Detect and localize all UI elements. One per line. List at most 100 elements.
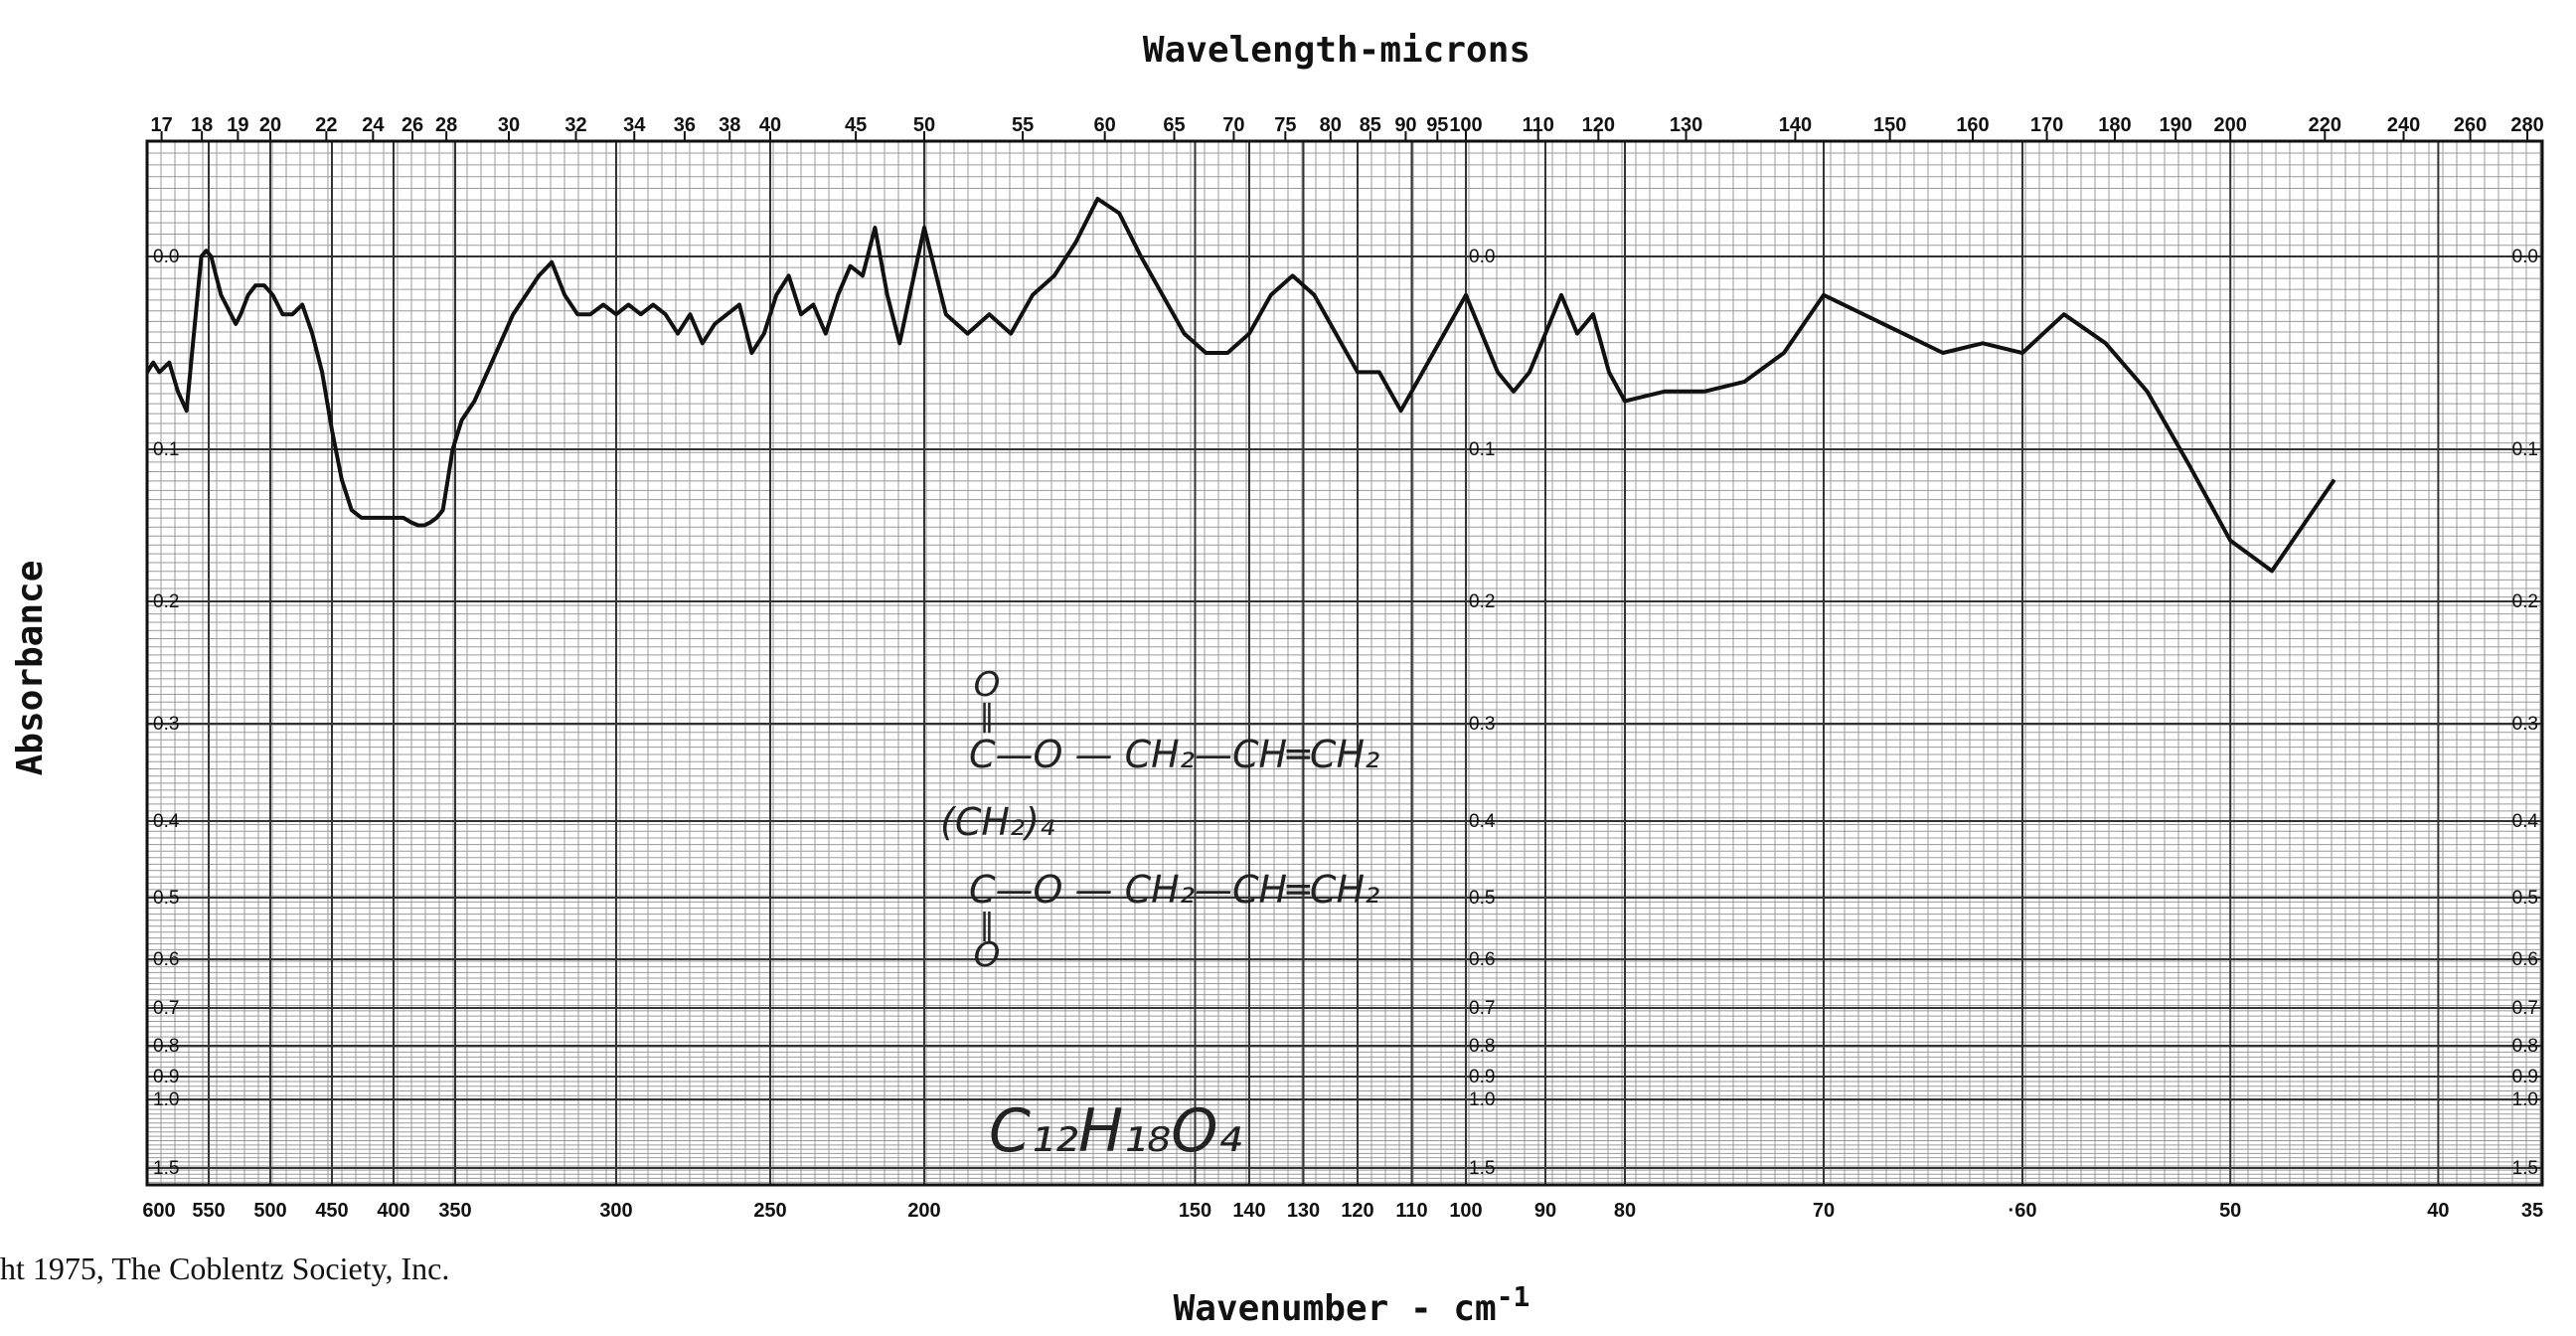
x-tick-label: 550 [192,1200,225,1222]
top-tick-label: 140 [1779,114,1812,136]
structure-double-bond-bottom: ‖ [980,908,995,942]
structure-row-2: (CH₂)₄ [940,800,1054,844]
top-tick-label: 18 [191,114,213,136]
y-tick-label: 0.5 [2512,888,2538,909]
top-tick-label: 95 [1426,114,1448,136]
x-tick-label: 50 [2219,1200,2241,1222]
y-tick-label: 1.5 [1469,1158,1495,1179]
y-tick-label: 0.3 [2512,714,2538,735]
top-axis-ticks: 17 18 19 20 22 24 26 28 30 32 34 36 38 40 45 50 55 60 65 70… [150,114,2544,141]
bottom-axis-ticks: 600 550 500 450 400 350 300 250 200 150 140 130 120 1… [142,1200,2543,1222]
top-axis-title: Wavelength-microns [1143,30,1530,71]
top-tick-label: 30 [498,114,520,136]
plot-frame [145,139,2544,1187]
top-tick-label: 60 [1094,114,1116,136]
y-tick-label: 0.3 [1469,714,1495,735]
y-tick-label: 1.0 [1469,1089,1495,1110]
y-tick-label: 0.1 [1469,439,1495,460]
top-tick-label: 22 [315,114,337,136]
x-tick-label: 80 [1614,1200,1636,1222]
top-tick-label: 28 [435,114,457,136]
y-tick-label: 0.9 [153,1067,179,1087]
y-tick-label: 0.7 [153,998,179,1019]
top-tick-label: 26 [402,114,423,136]
top-tick-label: 190 [2159,114,2191,136]
x-tick-label: 120 [1341,1200,1373,1222]
top-tick-label: 220 [2309,114,2341,136]
structure-row-1: C—O — CH₂—CH═CH₂ [969,733,1379,776]
x-tick-label: 450 [315,1200,348,1222]
top-tick-label: 160 [1956,114,1989,136]
x-tick-label: 110 [1395,1200,1427,1222]
top-tick-label: 24 [362,114,385,136]
y-tick-label: 0.6 [2512,949,2538,970]
structure-double-bond-top: ‖ [980,699,995,734]
x-tick-label: 350 [438,1200,471,1222]
x-tick-label: 100 [1449,1200,1482,1222]
y-tick-label: 0.2 [153,591,179,612]
y-tick-label: 0.8 [2512,1036,2538,1057]
y-tick-label: 0.0 [2512,247,2538,267]
y-axis-tick-labels: 0.0 0.0 0.0 0.1 0.1 0.1 0.2 0.2 0.2 0.3 0.3 0.3 0.4 0… [153,247,2538,1179]
y-tick-label: 0.4 [1469,811,1496,832]
x-tick-label: ·60 [2009,1200,2037,1222]
top-tick-label: 90 [1394,114,1416,136]
x-tick-label: 90 [1534,1200,1556,1222]
top-tick-label: 260 [2454,114,2487,136]
y-tick-label: 0.8 [153,1036,179,1057]
structure-row-3: C—O — CH₂—CH═CH₂ [969,868,1379,912]
y-tick-label: 0.9 [2512,1067,2538,1087]
top-tick-label: 17 [150,114,172,136]
y-tick-label: 0.7 [2512,998,2538,1019]
x-tick-label: 70 [1813,1200,1835,1222]
x-tick-label: 35 [2521,1200,2543,1222]
spectrum-line [145,197,2336,574]
top-tick-label: 40 [759,114,781,136]
top-tick-label: 130 [1670,114,1702,136]
top-tick-label: 45 [845,114,867,136]
x-tick-label: 130 [1287,1200,1320,1222]
x-tick-label: 200 [907,1200,940,1222]
x-tick-label: 400 [377,1200,409,1222]
y-tick-label: 1.5 [2512,1158,2538,1179]
top-tick-label: 240 [2387,114,2420,136]
x-axis-title-superscript: -1 [1497,1280,1530,1313]
y-tick-label: 0.7 [1469,998,1495,1019]
top-tick-label: 280 [2510,114,2543,136]
y-tick-label: 0.4 [2512,811,2539,832]
x-tick-label: 500 [253,1200,286,1222]
top-tick-label: 150 [1873,114,1906,136]
y-tick-label: 1.5 [153,1158,179,1179]
y-tick-label: 0.3 [153,714,179,735]
y-tick-label: 0.5 [153,888,179,909]
structure-o-top: O [974,665,1001,705]
top-tick-label: 36 [674,114,696,136]
y-tick-label: 1.0 [2512,1089,2538,1110]
top-tick-label: 85 [1360,114,1381,136]
x-tick-label: 250 [753,1200,786,1222]
top-tick-label: 50 [913,114,935,136]
top-tick-label: 170 [2030,114,2063,136]
molecular-formula: C₁₂H₁₈O₄ [989,1096,1242,1166]
x-tick-label: 140 [1232,1200,1265,1222]
x-tick-label: 150 [1179,1200,1211,1222]
y-tick-label: 0.0 [1469,247,1495,267]
y-tick-label: 0.6 [1469,949,1495,970]
structure-o-bottom: O [974,935,1001,975]
top-tick-label: 34 [623,114,646,136]
top-tick-label: 120 [1582,114,1615,136]
top-tick-label: 20 [259,114,281,136]
top-tick-label: 180 [2098,114,2131,136]
y-tick-label: 0.9 [1469,1067,1495,1087]
x-tick-label: 40 [2427,1200,2449,1222]
structure-annotation: O ‖ C—O — CH₂—CH═CH₂ (CH₂)₄ C—O — CH₂—CH… [940,665,1379,1166]
top-tick-label: 70 [1222,114,1244,136]
top-tick-label: 38 [719,114,740,136]
y-tick-label: 0.1 [2512,439,2538,460]
top-tick-label: 55 [1012,114,1034,136]
y-tick-label: 0.2 [1469,591,1495,612]
top-tick-label: 32 [564,114,586,136]
y-axis-title: Absorbance [10,561,51,776]
y-tick-label: 1.0 [153,1089,179,1110]
